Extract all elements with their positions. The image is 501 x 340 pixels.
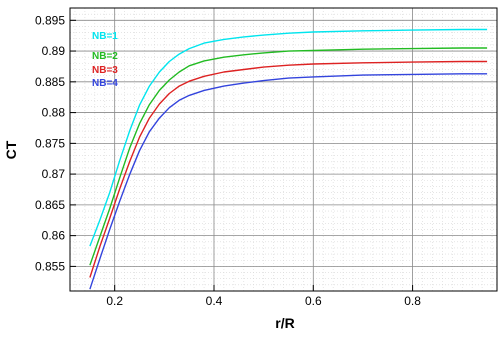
- x-tick-label: 0.2: [106, 294, 123, 308]
- x-tick-label: 0.6: [305, 294, 322, 308]
- y-tick-label: 0.86: [42, 229, 66, 243]
- y-tick-label: 0.865: [35, 198, 65, 212]
- y-axis-ticks: 0.855 0.86 0.865 0.87 0.875 0.88 0.885 0.89 0.89…: [35, 13, 76, 273]
- y-tick-label: 0.895: [35, 13, 65, 27]
- legend-label: NB=4: [92, 78, 118, 89]
- series-line-nb-4: [89, 73, 488, 290]
- y-tick-label: 0.875: [35, 136, 65, 150]
- series-line-nb-3: [89, 60, 488, 278]
- legend-label: NB=2: [92, 51, 118, 62]
- x-tick-label: 0.4: [206, 294, 223, 308]
- y-tick-label: 0.87: [42, 167, 66, 181]
- y-tick-label: 0.89: [42, 44, 66, 58]
- legend: NB=1 NB=2 NB=3 NB=4: [92, 31, 118, 89]
- y-tick-label: 0.885: [35, 75, 65, 89]
- x-axis-ticks: 0.2 0.4 0.6 0.8: [106, 285, 421, 308]
- series-lines: [89, 28, 488, 290]
- legend-label: NB=3: [92, 65, 118, 76]
- y-tick-label: 0.855: [35, 259, 65, 273]
- x-tick-label: 0.8: [404, 294, 421, 308]
- y-axis-title: CT: [3, 140, 19, 159]
- x-axis-title: r/R: [275, 315, 294, 331]
- plot-frame: [69, 7, 498, 292]
- legend-label: NB=1: [92, 31, 118, 42]
- y-tick-label: 0.88: [42, 106, 66, 120]
- series-line-nb-2: [89, 47, 488, 266]
- series-line-nb-1: [89, 28, 488, 247]
